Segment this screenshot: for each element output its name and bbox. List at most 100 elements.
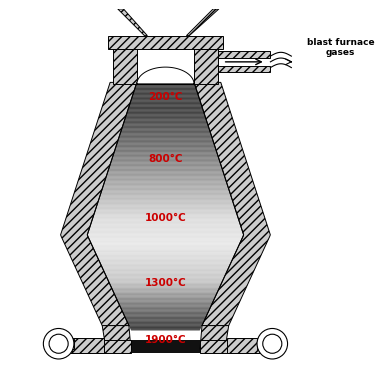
Polygon shape — [125, 316, 206, 317]
Polygon shape — [101, 192, 230, 193]
Polygon shape — [95, 210, 236, 211]
Polygon shape — [96, 206, 235, 207]
Polygon shape — [110, 163, 221, 164]
Polygon shape — [94, 215, 237, 216]
Polygon shape — [72, 338, 104, 353]
Polygon shape — [98, 200, 233, 201]
Polygon shape — [135, 88, 196, 89]
Polygon shape — [131, 340, 200, 353]
Polygon shape — [105, 179, 226, 180]
Polygon shape — [102, 188, 229, 189]
Polygon shape — [96, 253, 235, 254]
Polygon shape — [129, 106, 202, 107]
Polygon shape — [125, 317, 206, 318]
Polygon shape — [88, 236, 243, 237]
Polygon shape — [111, 159, 219, 160]
Polygon shape — [100, 195, 231, 196]
Polygon shape — [200, 340, 261, 353]
Polygon shape — [129, 105, 202, 106]
Polygon shape — [124, 122, 207, 123]
Polygon shape — [102, 325, 131, 351]
Polygon shape — [117, 300, 214, 301]
Polygon shape — [102, 190, 229, 191]
Polygon shape — [96, 209, 235, 210]
Polygon shape — [114, 293, 217, 294]
Polygon shape — [101, 265, 230, 266]
Polygon shape — [113, 155, 218, 156]
Polygon shape — [123, 123, 207, 124]
Polygon shape — [101, 264, 230, 265]
Polygon shape — [127, 110, 204, 111]
Polygon shape — [104, 182, 227, 183]
Polygon shape — [103, 269, 228, 270]
Polygon shape — [96, 205, 235, 206]
Polygon shape — [108, 170, 223, 171]
Polygon shape — [132, 95, 199, 96]
Polygon shape — [114, 152, 217, 154]
Polygon shape — [91, 222, 240, 223]
Polygon shape — [87, 234, 243, 235]
Polygon shape — [124, 120, 207, 121]
Polygon shape — [96, 254, 235, 255]
Polygon shape — [102, 189, 229, 190]
Polygon shape — [111, 160, 219, 161]
Polygon shape — [106, 175, 224, 176]
Polygon shape — [96, 207, 235, 208]
Polygon shape — [120, 306, 211, 307]
Polygon shape — [97, 257, 234, 258]
Polygon shape — [136, 85, 195, 86]
Polygon shape — [89, 239, 242, 240]
Polygon shape — [98, 201, 233, 202]
Polygon shape — [123, 312, 208, 313]
Polygon shape — [128, 107, 202, 108]
Polygon shape — [94, 214, 237, 215]
Polygon shape — [125, 318, 205, 319]
Polygon shape — [110, 165, 221, 166]
Polygon shape — [128, 323, 203, 324]
Polygon shape — [110, 285, 221, 286]
Polygon shape — [109, 167, 222, 168]
Polygon shape — [126, 319, 205, 320]
Polygon shape — [136, 83, 195, 84]
Polygon shape — [89, 238, 242, 239]
Polygon shape — [115, 150, 216, 151]
Polygon shape — [104, 181, 226, 182]
Polygon shape — [132, 97, 199, 98]
Polygon shape — [89, 228, 241, 229]
Polygon shape — [90, 225, 241, 226]
Polygon shape — [99, 261, 232, 262]
Polygon shape — [121, 131, 210, 132]
Polygon shape — [89, 227, 241, 228]
Polygon shape — [98, 202, 233, 203]
Polygon shape — [130, 104, 201, 105]
Polygon shape — [110, 284, 221, 285]
Polygon shape — [130, 328, 201, 329]
Polygon shape — [113, 291, 217, 292]
Polygon shape — [88, 233, 243, 234]
Polygon shape — [94, 213, 237, 214]
Polygon shape — [127, 320, 204, 321]
Polygon shape — [133, 94, 198, 95]
Polygon shape — [94, 248, 238, 249]
Polygon shape — [91, 221, 240, 222]
Polygon shape — [91, 243, 240, 245]
Polygon shape — [98, 259, 233, 260]
Polygon shape — [96, 208, 235, 209]
Text: 1300°C: 1300°C — [145, 278, 186, 288]
Polygon shape — [121, 309, 210, 310]
Polygon shape — [130, 102, 201, 103]
Polygon shape — [87, 235, 243, 236]
Polygon shape — [90, 241, 241, 242]
Polygon shape — [122, 310, 209, 312]
Polygon shape — [88, 231, 243, 232]
Polygon shape — [124, 121, 207, 122]
Polygon shape — [70, 340, 131, 353]
Polygon shape — [112, 289, 219, 290]
Polygon shape — [100, 196, 231, 197]
Polygon shape — [103, 185, 228, 186]
Polygon shape — [109, 168, 222, 169]
Polygon shape — [93, 216, 238, 217]
Polygon shape — [89, 230, 242, 231]
Polygon shape — [118, 139, 213, 140]
Polygon shape — [118, 303, 212, 304]
